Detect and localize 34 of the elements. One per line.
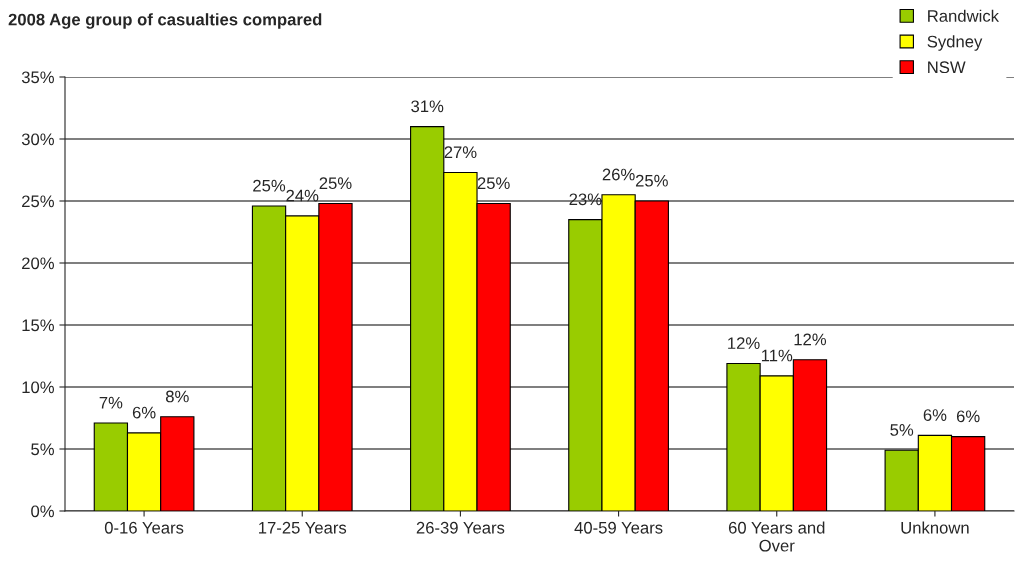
y-tick-label: 25%: [22, 195, 54, 208]
data-label: 5%: [890, 424, 914, 436]
data-label: 6%: [956, 410, 980, 423]
data-label: 27%: [444, 146, 477, 159]
y-tick-label: 0%: [31, 505, 54, 518]
legend-label: Sydney: [927, 35, 983, 51]
x-tick-label: 0-16 Years: [104, 521, 184, 534]
data-label: 6%: [923, 409, 947, 421]
y-tick-label: 30%: [21, 133, 54, 146]
data-label: 24%: [286, 189, 319, 202]
y-tick-label: 5%: [31, 443, 54, 456]
y-tick-label: 10%: [22, 381, 54, 394]
legend-label: NSW: [928, 61, 966, 74]
data-label: 8%: [165, 390, 189, 403]
data-label: 11%: [761, 349, 793, 362]
data-label: 25%: [319, 177, 352, 190]
data-label: 26%: [602, 168, 635, 181]
y-tick-label: 15%: [22, 319, 54, 332]
x-tick-label: 26-39 Years: [416, 521, 505, 534]
legend-label: Randwick: [928, 9, 1000, 22]
data-label: 25%: [635, 174, 668, 187]
y-tick-label: 35%: [21, 71, 54, 84]
x-tick-label: 60 Years and Over: [728, 521, 825, 552]
data-label: 25%: [253, 179, 286, 192]
data-label: 7%: [99, 396, 123, 409]
data-label: 31%: [411, 100, 444, 113]
x-tick-label: 17-25 Years: [259, 521, 347, 534]
data-label: 12%: [728, 337, 760, 349]
data-label: 12%: [794, 333, 827, 346]
chart-title: 2008 Age group of casualties compared: [8, 13, 322, 29]
y-tick-label: 20%: [22, 257, 54, 270]
data-label: 6%: [132, 406, 156, 419]
x-tick-label: 40-59 Years: [574, 521, 663, 534]
x-tick-label: Unknown: [901, 521, 969, 534]
